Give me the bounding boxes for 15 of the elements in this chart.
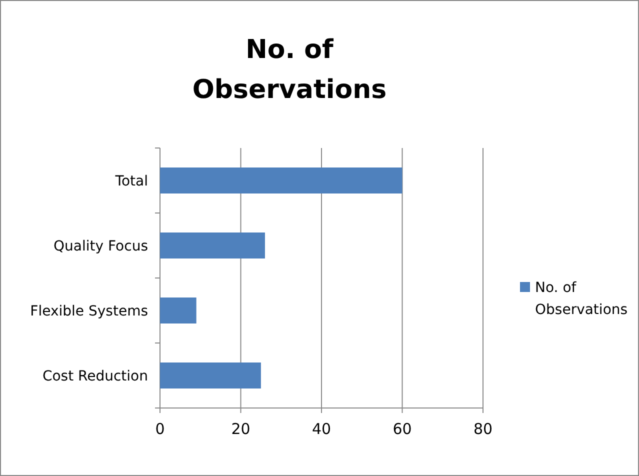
bar <box>160 168 402 194</box>
bar <box>160 362 261 388</box>
x-tick-label: 40 <box>312 420 332 438</box>
bar <box>160 232 265 258</box>
y-tick-label: Quality Focus <box>54 238 148 254</box>
x-tick-label: 60 <box>392 420 412 438</box>
x-tick-label: 80 <box>473 420 493 438</box>
x-tick-label: 0 <box>155 420 165 438</box>
y-tick-label: Total <box>114 173 148 190</box>
chart-title: No. of Observations <box>192 35 387 105</box>
legend-label: No. of Observations <box>535 280 628 318</box>
y-tick-label: Flexible Systems <box>30 303 148 320</box>
x-tick-label: 20 <box>231 420 250 438</box>
bar <box>160 298 196 324</box>
y-tick-label: Cost Reduction <box>42 368 148 384</box>
